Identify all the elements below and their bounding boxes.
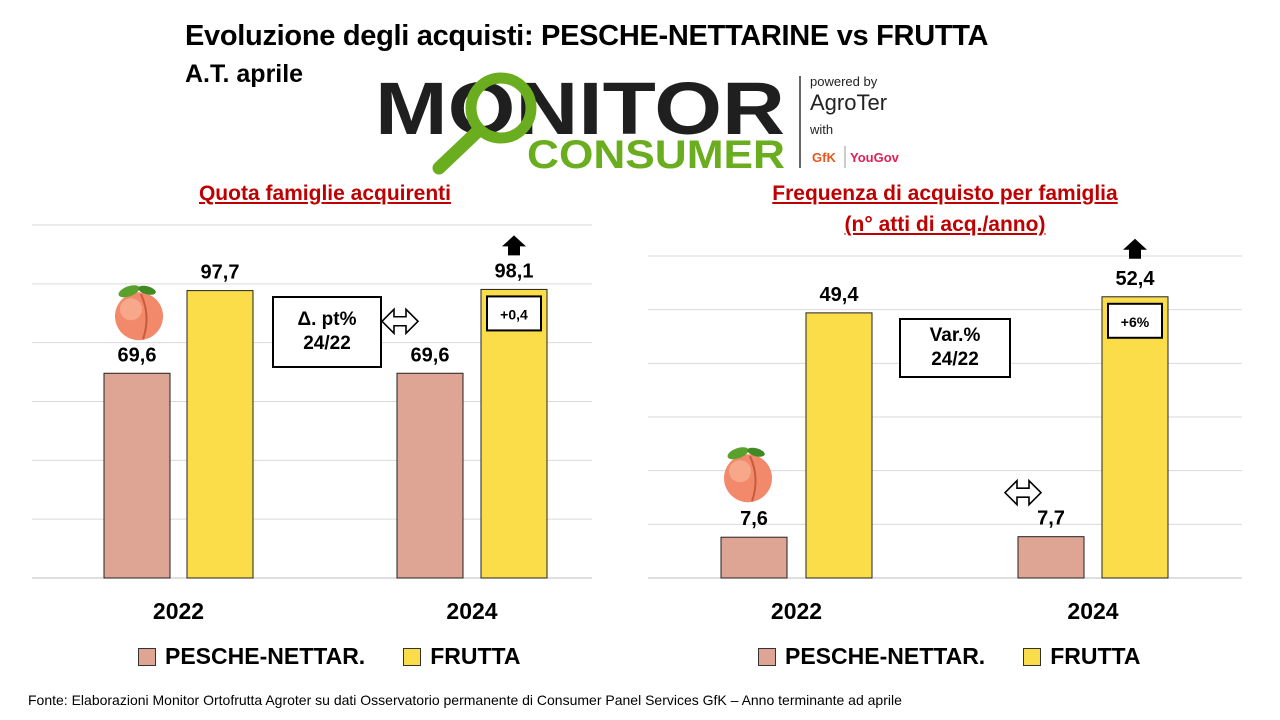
logo-powered: powered by	[810, 74, 878, 89]
magnifier-icon	[465, 72, 537, 144]
chart2-label-pesche-2024: 7,7	[1037, 508, 1065, 530]
chart1-bar-pesche-2024	[396, 372, 464, 579]
chart2-tick-2022: 2022	[771, 598, 822, 624]
chart2-peach-icon	[724, 447, 772, 503]
legend-swatch-frutta-2	[1023, 647, 1042, 666]
logo-partner2: YouGov	[850, 150, 900, 165]
chart1-change-label: +0,4	[500, 306, 528, 322]
chart2-change-box	[1107, 302, 1163, 339]
chart1-up-arrow-icon	[502, 235, 526, 256]
legend-swatch-pesche	[138, 647, 156, 666]
chart1-legend: PESCHE-NETTAR. FRUTTA	[138, 643, 558, 670]
chart2-equal-arrow-icon	[1003, 478, 1043, 507]
page-title: Evoluzione degli acquisti: PESCHE-NETTAR…	[185, 20, 989, 52]
chart2-bar-frutta-2024	[1101, 296, 1169, 579]
chart2-legend: PESCHE-NETTAR. FRUTTA	[758, 643, 1178, 670]
legend-label-frutta: FRUTTA	[430, 643, 521, 669]
chart1-bar-pesche-2022	[103, 372, 171, 579]
logo-line2: CONSUMER	[527, 133, 785, 177]
chart2-title: Frequenza di acquisto per famiglia (n° a…	[772, 182, 1118, 236]
page-subtitle: A.T. aprile	[185, 60, 304, 88]
chart1-title: Quota famiglie acquirenti	[198, 182, 452, 205]
legend-label-pesche: PESCHE-NETTAR.	[165, 643, 366, 669]
chart2-label-frutta-2022: 49,4	[820, 284, 860, 306]
chart2-bar-pesche-2024	[1017, 536, 1085, 579]
chart2-label-frutta-2024: 52,4	[1116, 268, 1156, 290]
chart1-bar-frutta-2022	[186, 290, 254, 579]
chart1-tick-2024: 2024	[446, 598, 497, 624]
chart1-label-frutta-2022: 97,7	[201, 262, 240, 284]
source-note: Fonte: Elaborazioni Monitor Ortofrutta A…	[28, 692, 902, 708]
chart2-bar-pesche-2022	[720, 536, 788, 579]
chart1-note-box: Δ. pt% 24/22	[272, 296, 382, 368]
chart2-change-label: +6%	[1121, 314, 1150, 330]
legend-item-frutta: FRUTTA	[403, 643, 520, 670]
legend-swatch-pesche-2	[758, 647, 776, 666]
chart2-bar-frutta-2022	[805, 312, 873, 579]
chart1-change-box	[486, 295, 542, 332]
chart2-label-pesche-2022: 7,6	[740, 508, 768, 530]
legend-label-pesche-2: PESCHE-NETTAR.	[785, 643, 986, 669]
monitor-consumer-logo: MONITOR CONSUMER powered by AgroTer with…	[375, 68, 900, 177]
legend-label-frutta-2: FRUTTA	[1050, 643, 1141, 669]
legend-item-pesche-2: PESCHE-NETTAR.	[758, 643, 985, 670]
chart2-up-arrow-icon	[1123, 238, 1147, 259]
logo-partner1: GfK	[812, 150, 836, 165]
logo-line1: MONITOR	[375, 68, 785, 150]
chart1-equal-arrow-icon	[380, 307, 420, 336]
chart1-peach-icon	[115, 285, 163, 341]
legend-item-pesche: PESCHE-NETTAR.	[138, 643, 365, 670]
logo-with: with	[809, 122, 833, 137]
chart2-tick-2024: 2024	[1067, 598, 1118, 624]
chart1-label-pesche-2022: 69,6	[118, 344, 157, 366]
chart1-bar-frutta-2024	[480, 288, 548, 579]
legend-item-frutta-2: FRUTTA	[1023, 643, 1140, 670]
chart1-label-pesche-2024: 69,6	[411, 344, 450, 366]
chart2-note-box: Var.% 24/22	[899, 318, 1011, 378]
legend-swatch-frutta	[403, 647, 422, 666]
chart1-label-frutta-2024: 98,1	[495, 260, 534, 282]
logo-brand: AgroTer	[810, 90, 887, 115]
chart1-tick-2022: 2022	[153, 598, 204, 624]
